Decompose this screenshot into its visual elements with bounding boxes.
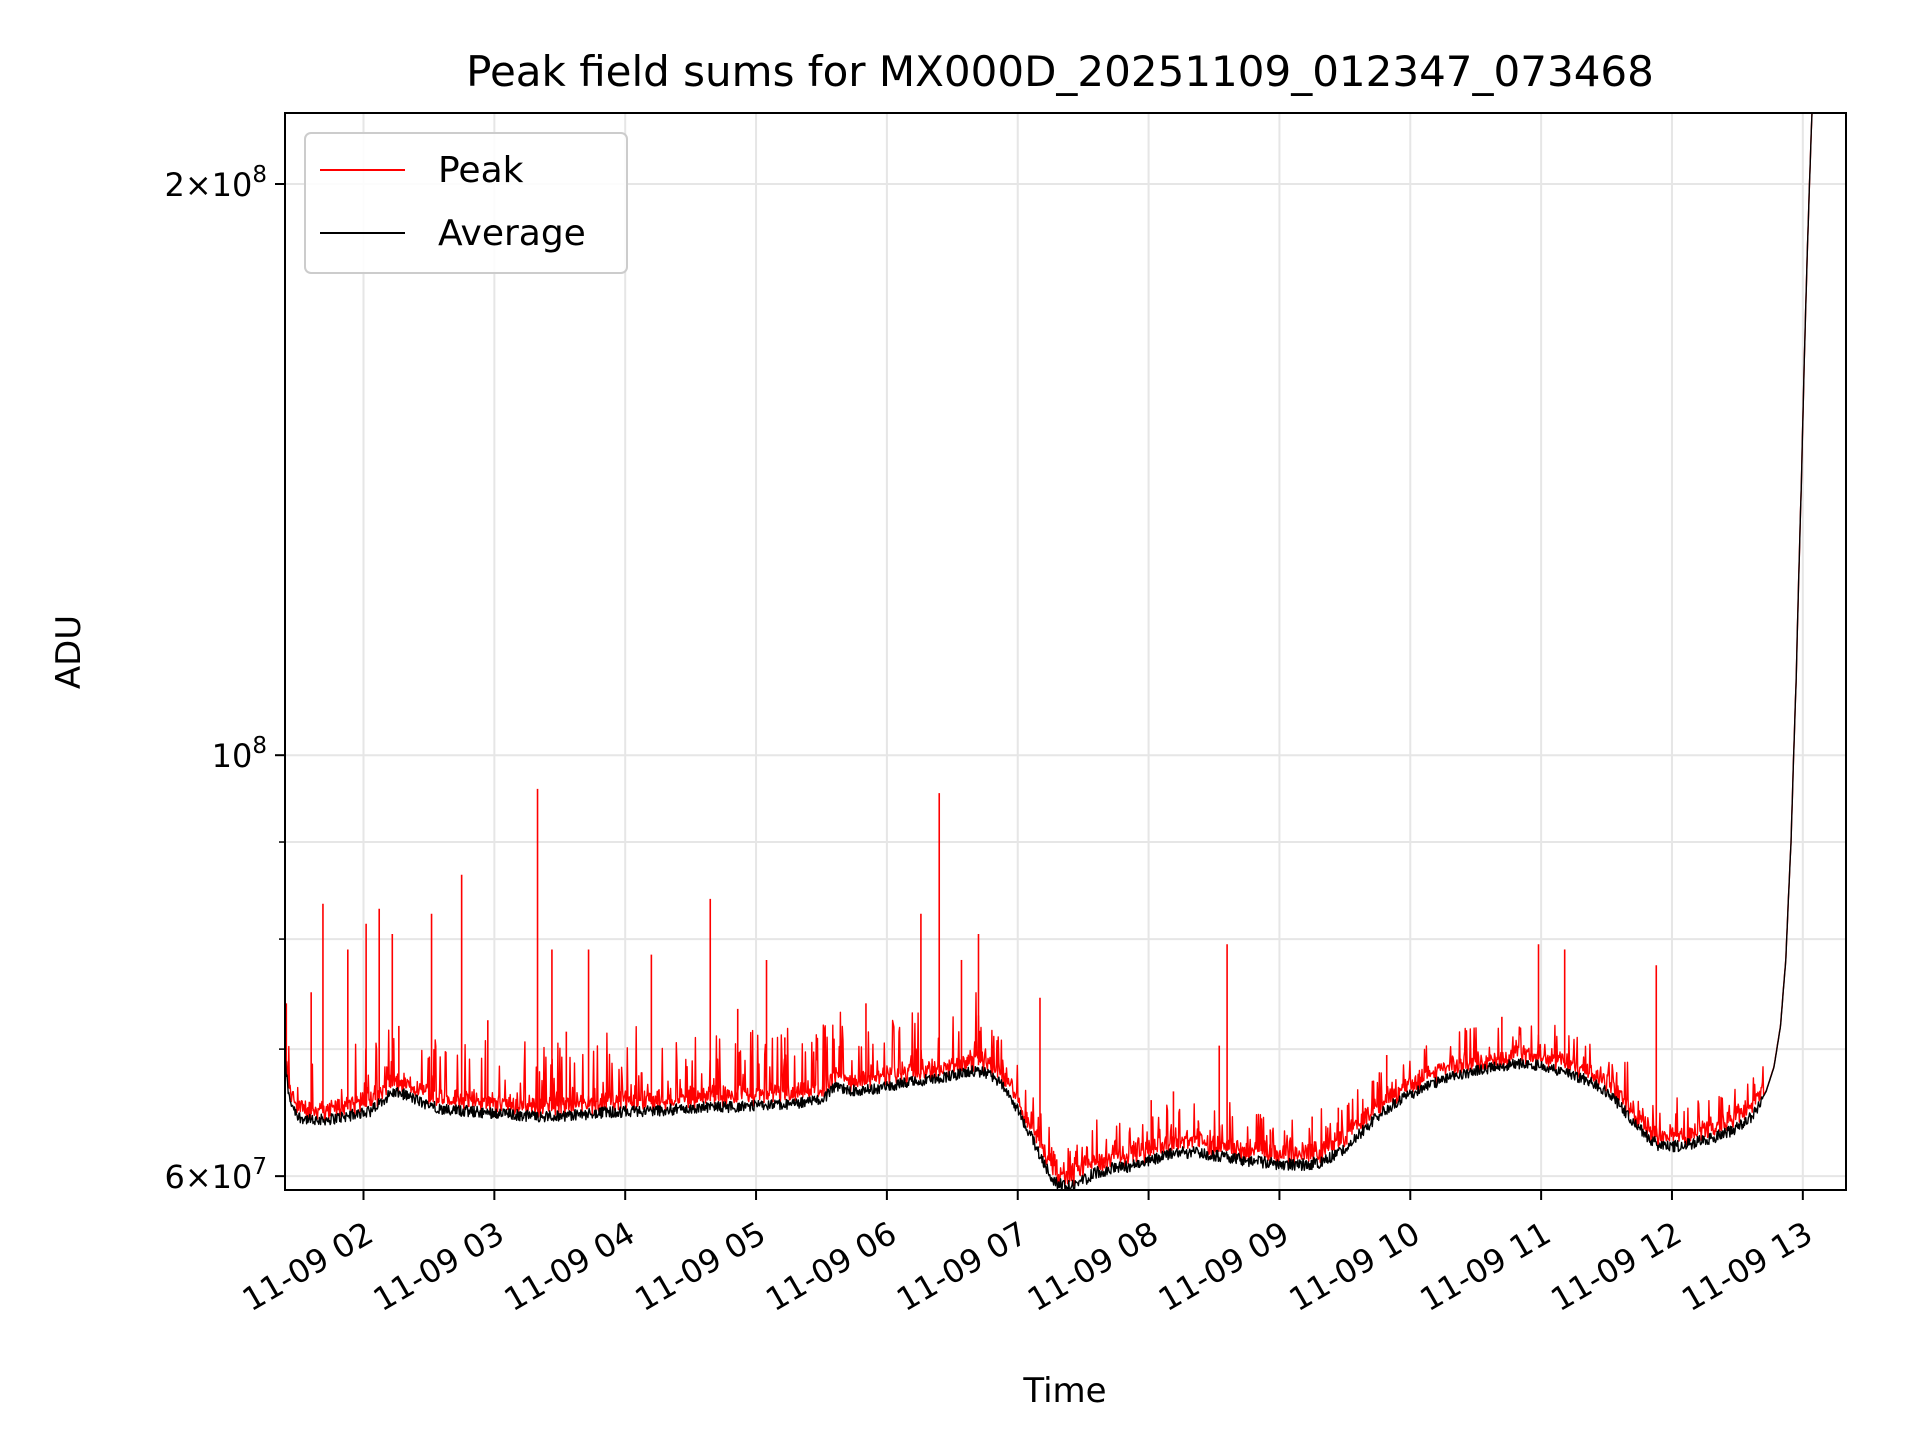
- plot-frame: [284, 112, 1847, 1191]
- peak-line: [285, 113, 1813, 1187]
- legend-average-label: Average: [438, 213, 586, 254]
- x-axis-title: Time: [1022, 1371, 1106, 1411]
- average-series: [285, 113, 1813, 1190]
- y-axis-title: ADU: [49, 615, 89, 689]
- average-line: [285, 113, 1813, 1190]
- chart-title: Peak field sums for MX000D_20251109_0123…: [466, 47, 1654, 96]
- legend-box: [304, 132, 628, 274]
- legend-peak-label: Peak: [438, 150, 524, 191]
- legend: Peak Average: [304, 132, 628, 274]
- y-axis: 6×107 108 2×108: [164, 162, 285, 1196]
- peak-series: [285, 113, 1813, 1187]
- y-tick-label: 108: [212, 733, 267, 775]
- y-tick-label: 2×108: [164, 162, 267, 204]
- y-tick-label: 6×107: [164, 1154, 267, 1196]
